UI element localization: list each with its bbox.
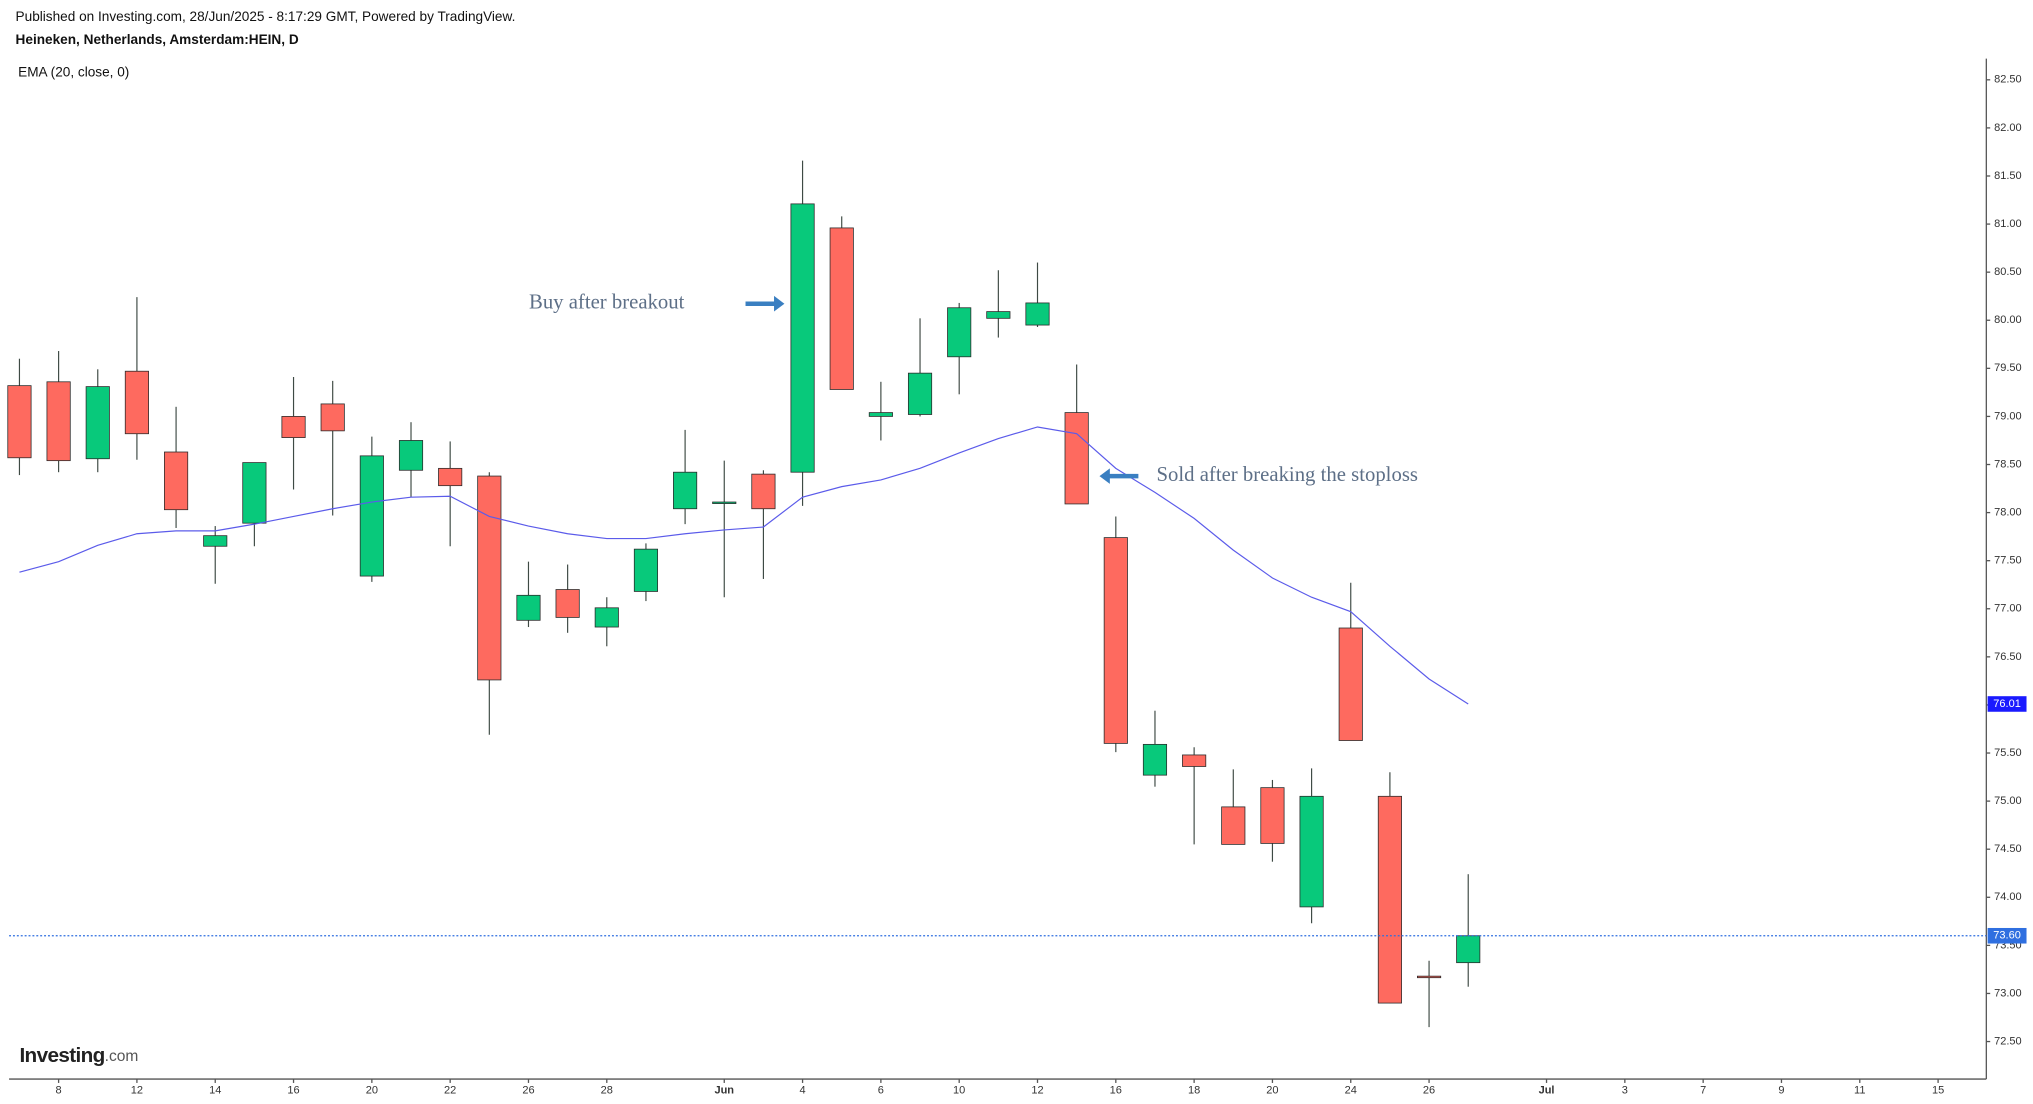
candle-body	[320, 403, 345, 432]
x-tick-label: 9	[1778, 1085, 1784, 1097]
candle-body	[555, 589, 580, 618]
candle-body	[46, 381, 71, 462]
x-tick-label: Jul	[1539, 1085, 1555, 1097]
candle-body	[947, 307, 972, 358]
x-tick-label: 26	[1423, 1085, 1435, 1097]
x-tick-label: 11	[1854, 1085, 1865, 1097]
candle-body	[751, 473, 776, 510]
x-tick-label: 12	[131, 1085, 143, 1097]
x-tick-label: 10	[953, 1085, 965, 1097]
candle-body	[1064, 412, 1089, 505]
logo-text: Investing	[19, 1044, 104, 1067]
candle-body	[673, 471, 698, 510]
y-tick-label: 75.50	[1994, 747, 2022, 759]
y-tick-label: 75.00	[1994, 795, 2022, 807]
y-tick-label: 72.50	[1994, 1035, 2022, 1047]
x-tick-label: 18	[1188, 1085, 1200, 1097]
chart-title: Heineken, Netherlands, Amsterdam:HEIN, D	[16, 32, 299, 47]
candle-body	[986, 311, 1011, 319]
candle-body	[7, 385, 32, 459]
candle-body	[1142, 743, 1168, 776]
candle-body	[712, 501, 737, 504]
x-tick-label: 6	[878, 1085, 884, 1097]
x-tick-label: 16	[1110, 1085, 1122, 1097]
candle-body	[790, 203, 815, 473]
candle-body	[203, 535, 228, 547]
candle-body	[633, 548, 659, 592]
candle-body	[1417, 975, 1442, 979]
candle-body	[438, 467, 463, 487]
candle-body	[1299, 795, 1324, 908]
x-tick-label: 14	[209, 1085, 221, 1097]
price-tag	[1987, 927, 2027, 944]
candle-body	[1456, 935, 1481, 964]
y-tick-label: 77.00	[1994, 603, 2022, 615]
indicator-legend: EMA (20, close, 0)	[18, 65, 129, 80]
y-tick-label: 73.00	[1994, 987, 2022, 999]
candle-body	[85, 386, 110, 460]
candle-body	[1025, 302, 1050, 326]
annotation: Sold after breaking the stoploss	[1157, 464, 1418, 486]
x-tick-label: 12	[1031, 1085, 1043, 1097]
candle-body	[1377, 795, 1402, 1004]
y-tick-label: 77.50	[1994, 555, 2022, 567]
candle-body	[398, 440, 424, 471]
candle-body	[1260, 787, 1285, 844]
candle-body	[281, 416, 306, 438]
x-tick-label: 3	[1622, 1085, 1628, 1097]
x-tick-label: 15	[1932, 1085, 1944, 1097]
annotation: Buy after breakout	[529, 291, 685, 313]
y-tick-label: 82.50	[1994, 74, 2022, 86]
y-tick-label: 79.50	[1994, 362, 2022, 374]
candle-body	[242, 462, 267, 524]
candle-body	[164, 451, 189, 511]
x-tick-label: 28	[601, 1085, 613, 1097]
x-tick-label: 20	[366, 1085, 378, 1097]
y-tick-label: 81.00	[1994, 218, 2022, 230]
candle-body	[1221, 806, 1246, 845]
candle-body	[359, 455, 384, 577]
x-tick-label: 7	[1700, 1085, 1706, 1097]
candle-body	[477, 475, 502, 681]
y-tick-label: 74.50	[1994, 843, 2022, 855]
candle-body	[907, 372, 933, 415]
candle-body	[1103, 537, 1128, 744]
y-tick-label: 82.00	[1994, 122, 2022, 134]
y-tick-label: 80.00	[1994, 314, 2022, 326]
candle-body	[868, 412, 893, 417]
x-tick-label: 16	[287, 1085, 299, 1097]
y-tick-label: 79.00	[1994, 410, 2022, 422]
y-tick-label: 74.00	[1994, 891, 2022, 903]
y-tick-label: 81.50	[1994, 170, 2022, 182]
logo: Investing.com	[19, 1044, 138, 1067]
x-tick-label: 8	[56, 1085, 62, 1097]
annotation-arrow-head	[1099, 468, 1110, 484]
y-tick-label: 76.50	[1994, 651, 2022, 663]
candle-body	[1338, 627, 1363, 741]
candle-body	[594, 607, 619, 628]
candle-body	[829, 227, 854, 390]
x-tick-label: 20	[1266, 1085, 1278, 1097]
candle-body	[124, 370, 149, 435]
annotation-arrow-head	[774, 295, 785, 312]
price-tag-label: 76.01	[1993, 698, 2021, 710]
x-tick-label: 4	[799, 1085, 805, 1097]
y-tick-label: 78.00	[1994, 507, 2022, 519]
logo-suffix: .com	[105, 1048, 139, 1065]
price-tag	[1987, 696, 2027, 712]
ema-line	[19, 426, 1469, 705]
x-tick-label: Jun	[714, 1085, 734, 1097]
x-tick-label: 26	[522, 1085, 534, 1097]
candle-body	[1182, 754, 1207, 767]
candle-body	[516, 594, 541, 621]
published-note: Published on Investing.com, 28/Jun/2025 …	[16, 9, 516, 24]
y-tick-label: 80.50	[1994, 266, 2022, 278]
x-tick-label: 24	[1345, 1085, 1357, 1097]
y-tick-label: 78.50	[1994, 458, 2022, 470]
price-tag-label: 73.60	[1993, 930, 2021, 942]
x-tick-label: 22	[444, 1085, 456, 1097]
